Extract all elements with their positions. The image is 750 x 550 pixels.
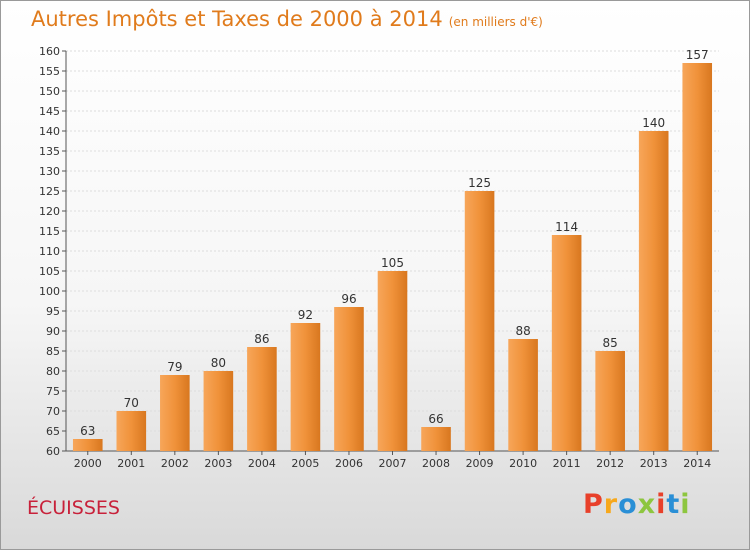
y-tick-label: 130 xyxy=(39,165,60,178)
bar-value-label: 66 xyxy=(428,412,443,426)
logo-letter: x xyxy=(637,489,657,520)
y-tick-label: 155 xyxy=(39,65,60,78)
bar-value-label: 114 xyxy=(555,220,578,234)
x-tick-label: 2002 xyxy=(161,457,189,470)
bar-value-label: 88 xyxy=(515,324,530,338)
bar-value-label: 96 xyxy=(341,292,356,306)
bar xyxy=(377,271,408,451)
y-tick-label: 95 xyxy=(46,305,60,318)
place-name: ÉCUISSES xyxy=(27,497,120,519)
y-tick-label: 75 xyxy=(46,385,60,398)
logo-letter: P xyxy=(583,489,604,520)
y-tick-label: 110 xyxy=(39,245,60,258)
bar-value-label: 86 xyxy=(254,332,269,346)
y-tick-label: 150 xyxy=(39,85,60,98)
bar xyxy=(464,191,495,451)
x-tick-label: 2006 xyxy=(335,457,363,470)
x-tick-label: 2005 xyxy=(291,457,319,470)
bar xyxy=(508,339,538,451)
y-tick-label: 115 xyxy=(39,225,60,238)
y-tick-label: 80 xyxy=(46,365,60,378)
bar xyxy=(334,307,364,451)
logo-letter: t xyxy=(666,489,681,520)
bar xyxy=(682,63,713,451)
y-tick-label: 105 xyxy=(39,265,60,278)
logo-letter: r xyxy=(603,489,619,520)
logo-letter: i xyxy=(656,489,667,520)
bar-value-label: 85 xyxy=(603,336,618,350)
chart-unit: (en milliers d'€) xyxy=(448,15,543,29)
y-tick-label: 60 xyxy=(46,445,60,458)
y-tick-label: 90 xyxy=(46,325,60,338)
y-tick-label: 125 xyxy=(39,185,60,198)
chart-title: Autres Impôts et Taxes de 2000 à 2014 (en… xyxy=(31,7,543,31)
bar xyxy=(203,371,234,451)
bar xyxy=(290,323,321,451)
y-tick-label: 65 xyxy=(46,425,60,438)
x-tick-label: 2003 xyxy=(204,457,232,470)
bar xyxy=(247,347,277,451)
x-tick-label: 2013 xyxy=(640,457,668,470)
bar-value-label: 79 xyxy=(167,360,182,374)
x-tick-label: 2008 xyxy=(422,457,450,470)
y-tick-label: 145 xyxy=(39,105,60,118)
x-tick-label: 2011 xyxy=(553,457,581,470)
bar-value-label: 63 xyxy=(80,424,95,438)
y-tick-label: 120 xyxy=(39,205,60,218)
x-tick-label: 2004 xyxy=(248,457,276,470)
bar-value-label: 70 xyxy=(124,396,139,410)
bar-value-label: 80 xyxy=(211,356,226,370)
x-tick-label: 2010 xyxy=(509,457,537,470)
bar xyxy=(72,439,103,451)
bar-value-label: 125 xyxy=(468,176,491,190)
bar xyxy=(551,235,582,451)
x-tick-label: 2014 xyxy=(683,457,711,470)
y-tick-label: 135 xyxy=(39,145,60,158)
bar xyxy=(116,411,147,451)
bar xyxy=(638,131,669,451)
logo-letter: o xyxy=(618,489,638,520)
chart-title-text: Autres Impôts et Taxes de 2000 à 2014 xyxy=(31,7,443,31)
y-tick-label: 160 xyxy=(39,45,60,58)
x-tick-label: 2000 xyxy=(74,457,102,470)
bar-value-label: 105 xyxy=(381,256,404,270)
y-tick-label: 140 xyxy=(39,125,60,138)
proxiti-logo: Proxiti xyxy=(583,489,691,520)
x-tick-label: 2009 xyxy=(466,457,494,470)
logo-letter: i xyxy=(680,489,691,520)
bar-value-label: 157 xyxy=(686,48,709,62)
bar-value-label: 92 xyxy=(298,308,313,322)
bar-value-label: 140 xyxy=(642,116,665,130)
y-tick-label: 85 xyxy=(46,345,60,358)
x-tick-label: 2012 xyxy=(596,457,624,470)
y-tick-label: 70 xyxy=(46,405,60,418)
x-tick-label: 2001 xyxy=(117,457,145,470)
bar xyxy=(421,427,451,451)
bar xyxy=(160,375,190,451)
y-tick-label: 100 xyxy=(39,285,60,298)
x-tick-label: 2007 xyxy=(379,457,407,470)
bar xyxy=(595,351,625,451)
